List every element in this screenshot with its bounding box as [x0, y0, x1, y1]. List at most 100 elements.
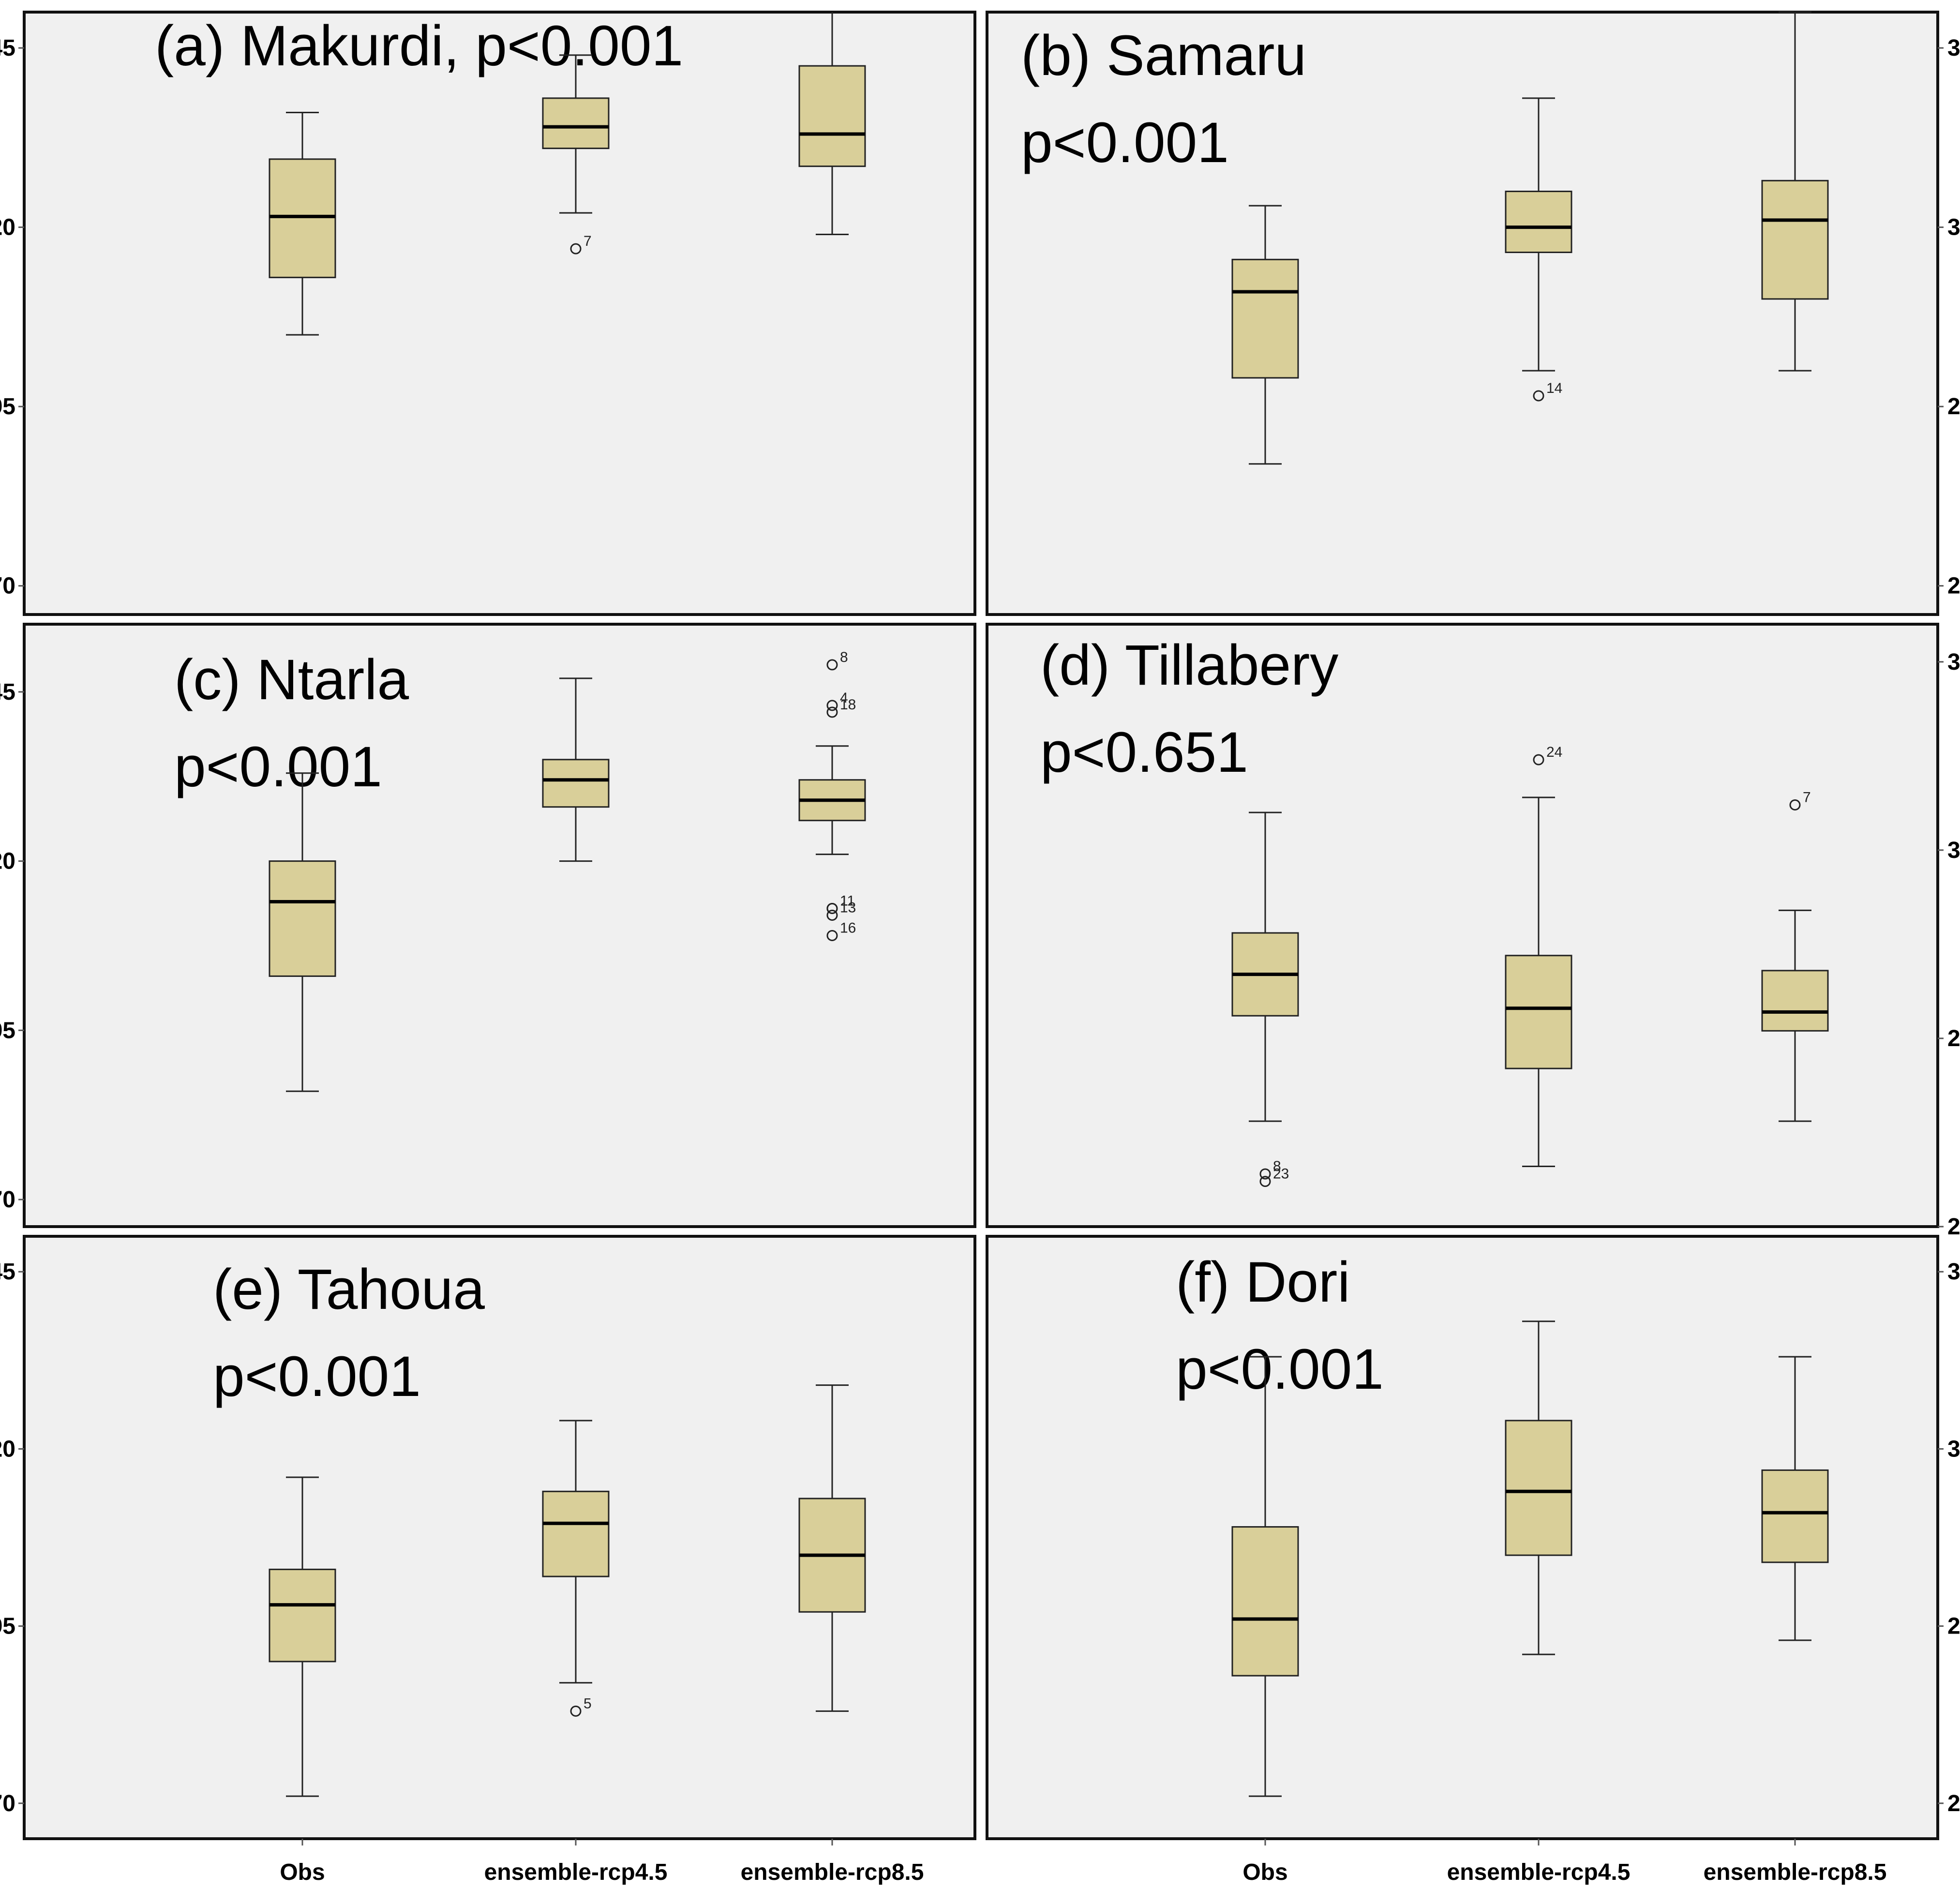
- box-ensemble-rcp4.5: 5: [542, 1420, 610, 1717]
- box-ensemble-rcp8.5: [1761, 11, 1829, 372]
- panel-d: 270295320345Cessation of rainfall (days)…: [986, 623, 1960, 1240]
- outlier-label: 7: [1803, 790, 1811, 806]
- outlier-label: 24: [1546, 744, 1562, 760]
- iqr-box: [269, 158, 336, 278]
- outlier-label: 1: [840, 893, 848, 909]
- y-tick-label: 295: [0, 1614, 15, 1639]
- panel-title: (d) Tillabery: [1040, 633, 1338, 697]
- box-ensemble-rcp4.5: 7: [542, 54, 610, 255]
- outlier-label: 14: [1546, 380, 1562, 396]
- iqr-box: [542, 1490, 610, 1577]
- box-Obs: [269, 112, 336, 336]
- iqr-box: [1231, 258, 1299, 379]
- panel-b: 270295320345Cessation of rainfall (days)…: [986, 11, 1960, 616]
- y-tick-label: 320: [0, 849, 15, 874]
- x-tick-label: ensemble-rcp8.5: [1704, 1860, 1887, 1885]
- iqr-box: [1761, 1469, 1829, 1563]
- box-ensemble-rcp4.5: 14: [1505, 97, 1572, 402]
- y-tick-label: 320: [0, 215, 15, 240]
- outlier-label: 18: [840, 697, 856, 713]
- x-tick-label: ensemble-rcp8.5: [741, 1860, 924, 1885]
- outlier-point: [826, 910, 838, 921]
- x-tick-label: Obs: [1242, 1860, 1287, 1885]
- panel-e: 270295320345Cessation of rainfall (days)…: [0, 1235, 976, 1885]
- y-tick-label: 320: [0, 1436, 15, 1462]
- box-Obs: 823: [1231, 811, 1299, 1187]
- outlier-point: [826, 930, 838, 941]
- iqr-box: [269, 860, 336, 977]
- box-ensemble-rcp8.5: [1761, 1356, 1829, 1641]
- box-Obs: [1231, 205, 1299, 465]
- panel-title: p<0.001: [1021, 111, 1229, 175]
- iqr-box: [1231, 1526, 1299, 1677]
- plot-area: [23, 623, 976, 1228]
- outlier-point: [570, 1705, 582, 1717]
- iqr-box: [1761, 180, 1829, 300]
- y-tick-label: 345: [1947, 649, 1960, 675]
- y-tick-label: 295: [0, 1018, 15, 1043]
- y-tick-label: 270: [0, 1791, 15, 1816]
- iqr-box: [1505, 191, 1572, 254]
- panel-title: p<0.001: [213, 1345, 421, 1409]
- iqr-box: [1505, 955, 1572, 1069]
- iqr-box: [269, 1568, 336, 1663]
- iqr-box: [542, 97, 610, 150]
- panel-a: 270295320345Cessation of rainfall (days)…: [0, 11, 976, 616]
- outlier-point: [1533, 754, 1544, 765]
- x-tick-label: ensemble-rcp4.5: [484, 1860, 668, 1885]
- panel-title: p<0.001: [174, 735, 382, 799]
- box-ensemble-rcp8.5: 7: [1761, 790, 1829, 1122]
- y-tick-label: 345: [0, 1259, 15, 1285]
- box-ensemble-rcp4.5: [542, 677, 610, 862]
- box-ensemble-rcp4.5: [1505, 1320, 1572, 1655]
- panel-title: (a) Makurdi, p<0.001: [155, 14, 683, 78]
- panel-title: (c) Ntarla: [174, 648, 409, 712]
- outlier-label: 11: [840, 893, 855, 909]
- iqr-box: [542, 759, 610, 808]
- outlier-point: [826, 706, 838, 718]
- outlier-point: [1789, 799, 1801, 810]
- panel-title: (f) Dori: [1176, 1250, 1350, 1314]
- y-tick-label: 320: [1947, 215, 1960, 240]
- outlier-point: [826, 659, 838, 671]
- y-tick-label: 345: [1947, 1259, 1960, 1285]
- y-tick-label: 345: [0, 35, 15, 61]
- outlier-label: 23: [1273, 1166, 1289, 1182]
- iqr-box: [1505, 1420, 1572, 1556]
- y-tick-label: 295: [0, 394, 15, 420]
- outlier-point: [1259, 1176, 1271, 1187]
- box-Obs: [269, 1476, 336, 1797]
- panel-f: 270295320345Cessation of rainfall (days)…: [986, 1235, 1960, 1885]
- y-tick-label: 270: [1947, 573, 1960, 599]
- y-tick-label: 270: [0, 573, 15, 599]
- iqr-box: [1761, 970, 1829, 1032]
- outlier-label: 13: [840, 900, 856, 916]
- outlier-label: 4: [840, 690, 848, 706]
- box-ensemble-rcp8.5: [798, 1384, 866, 1712]
- x-tick-label: Obs: [280, 1860, 325, 1885]
- panel-c: 270295320345Cessation of rainfall (days)…: [0, 623, 976, 1228]
- panel-title: (e) Tahoua: [213, 1258, 485, 1321]
- plot-area: [986, 11, 1939, 616]
- iqr-box: [798, 65, 866, 167]
- outlier-point: [826, 903, 838, 915]
- panel-title: p<0.001: [1176, 1337, 1384, 1401]
- x-tick-label: ensemble-rcp4.5: [1447, 1860, 1631, 1885]
- outlier-point: [1533, 390, 1544, 402]
- y-tick-label: 270: [1947, 1214, 1960, 1240]
- y-tick-label: 345: [1947, 35, 1960, 61]
- outlier-label: 8: [1273, 1158, 1281, 1174]
- y-tick-label: 320: [1947, 838, 1960, 863]
- outlier-point: [570, 243, 582, 255]
- box-Obs: [1231, 1356, 1299, 1797]
- outlier-label: 8: [840, 649, 848, 665]
- y-tick-label: 295: [1947, 394, 1960, 420]
- y-tick-label: 320: [1947, 1436, 1960, 1462]
- y-tick-label: 270: [1947, 1791, 1960, 1816]
- panel-title: (b) Samaru: [1021, 24, 1306, 88]
- outlier-label: 7: [584, 233, 592, 249]
- box-ensemble-rcp4.5: 24: [1505, 744, 1572, 1167]
- outlier-point: [1259, 1168, 1271, 1180]
